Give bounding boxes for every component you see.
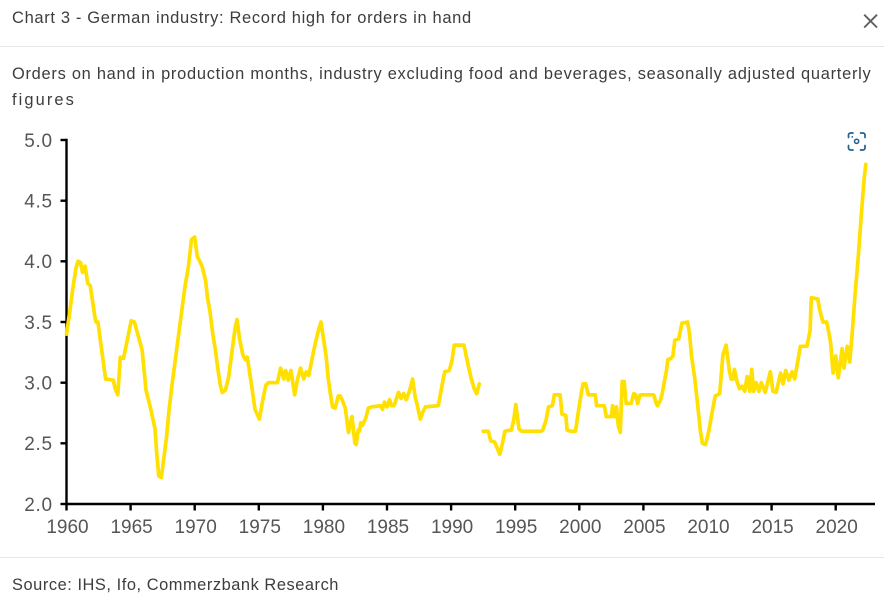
svg-text:1975: 1975 <box>239 517 281 538</box>
svg-text:3.0: 3.0 <box>24 374 53 395</box>
svg-text:4.0: 4.0 <box>24 252 53 273</box>
svg-text:2015: 2015 <box>751 517 793 538</box>
svg-text:1970: 1970 <box>175 517 217 538</box>
svg-text:2005: 2005 <box>623 517 665 538</box>
svg-text:1965: 1965 <box>110 517 152 538</box>
svg-text:1985: 1985 <box>367 517 409 538</box>
svg-text:1990: 1990 <box>431 517 473 538</box>
svg-text:2.0: 2.0 <box>24 495 53 516</box>
svg-text:2020: 2020 <box>816 517 858 538</box>
svg-text:2.5: 2.5 <box>24 434 53 455</box>
svg-text:1980: 1980 <box>303 517 345 538</box>
svg-text:2010: 2010 <box>687 517 729 538</box>
svg-text:5.0: 5.0 <box>24 131 53 152</box>
svg-text:4.5: 4.5 <box>24 192 53 213</box>
svg-text:2000: 2000 <box>559 517 601 538</box>
svg-text:1960: 1960 <box>46 517 88 538</box>
svg-text:3.5: 3.5 <box>24 313 53 334</box>
svg-text:1995: 1995 <box>495 517 537 538</box>
